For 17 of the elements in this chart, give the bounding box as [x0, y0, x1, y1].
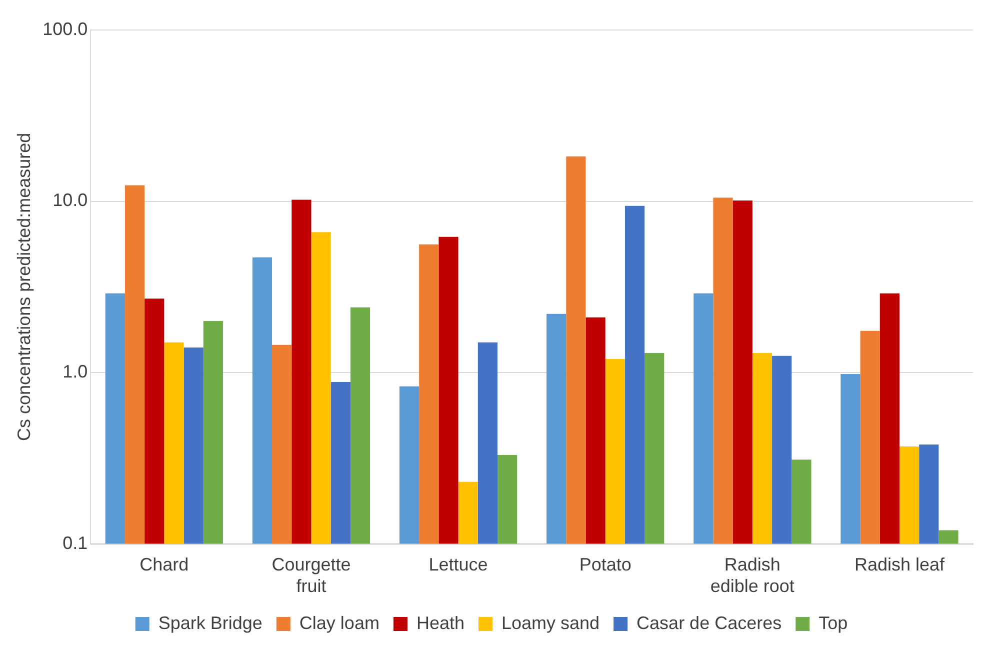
x-tick-label: Courgette fruit	[272, 554, 351, 596]
legend-label: Clay loam	[299, 612, 380, 633]
legend-label: Casar de Caceres	[636, 612, 782, 633]
y-tick-label: 1.0	[62, 362, 88, 382]
x-tick-label: Radish leaf	[854, 554, 946, 575]
legend-label: Heath	[416, 612, 464, 633]
y-tick-label: 10.0	[52, 190, 88, 210]
legend-label: Spark Bridge	[158, 612, 262, 633]
legend-label: Top	[818, 612, 848, 633]
x-tick-label: Lettuce	[428, 554, 488, 575]
y-tick-label: 100.0	[42, 18, 88, 39]
x-tick-label: Chard	[140, 554, 189, 575]
x-tick-label: Potato	[579, 554, 632, 575]
y-tick-label: 0.1	[62, 532, 88, 553]
y-axis-title: Cs concentrations predicted:measured	[14, 132, 34, 441]
legend-label: Loamy sand	[501, 612, 600, 633]
x-tick-label: Radish edible root	[710, 554, 794, 596]
